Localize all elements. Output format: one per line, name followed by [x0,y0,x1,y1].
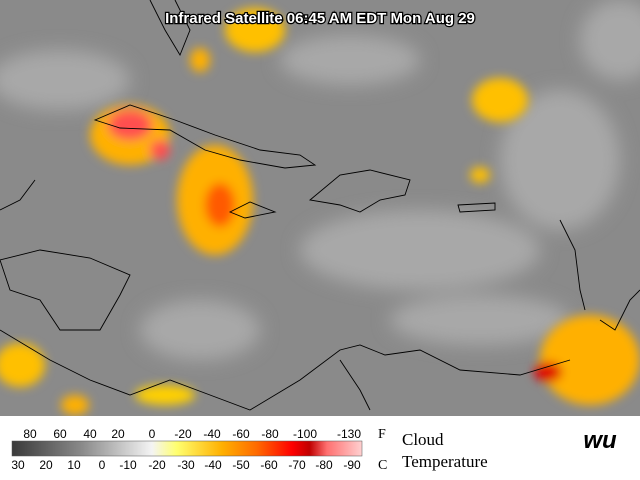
celsius-tick: -40 [204,458,222,472]
celsius-tick: -80 [315,458,333,472]
celsius-tick: -70 [288,458,306,472]
fahrenheit-tick: -100 [293,427,317,441]
legend-label: Cloud [402,430,444,449]
celsius-tick: -10 [119,458,137,472]
celsius-tick: -90 [343,458,361,472]
logo: wu [583,427,617,454]
celsius-tick: 20 [39,458,53,472]
fahrenheit-tick: -20 [174,427,192,441]
fahrenheit-tick: 0 [149,427,156,441]
fahrenheit-tick: 20 [111,427,125,441]
celsius-tick: 10 [67,458,81,472]
legend-label: Temperature [402,452,488,471]
imagery [0,0,640,416]
fahrenheit-tick: -80 [261,427,279,441]
celsius-tick: -30 [177,458,195,472]
celsius-unit: C [378,458,387,473]
logo-box [574,424,626,454]
map-title: Infrared Satellite 06:45 AM EDT Mon Aug … [165,10,475,27]
celsius-tick: -20 [148,458,166,472]
fahrenheit-tick: 40 [83,427,97,441]
legend: F C Cloud Temperature wu [0,416,640,480]
celsius-tick: 30 [11,458,25,472]
celsius-tick: -50 [232,458,250,472]
fahrenheit-tick: -130 [337,427,361,441]
celsius-tick: 0 [99,458,106,472]
color-scale [11,440,363,457]
fahrenheit-tick: 80 [23,427,37,441]
fahrenheit-tick: -60 [232,427,250,441]
fahrenheit-tick: -40 [203,427,221,441]
celsius-tick: -60 [260,458,278,472]
fahrenheit-tick: 60 [53,427,67,441]
fahrenheit-unit: F [378,427,386,442]
